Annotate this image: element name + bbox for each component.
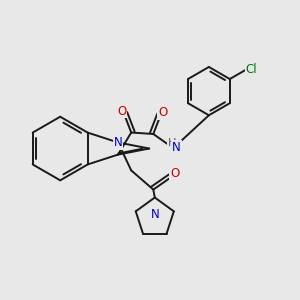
Text: O: O (158, 106, 168, 119)
Text: N: N (172, 141, 181, 154)
Text: Cl: Cl (246, 63, 257, 76)
Text: O: O (117, 104, 126, 118)
Text: H: H (168, 138, 176, 148)
Text: O: O (170, 167, 179, 181)
Text: N: N (150, 208, 159, 220)
Text: N: N (114, 136, 122, 149)
